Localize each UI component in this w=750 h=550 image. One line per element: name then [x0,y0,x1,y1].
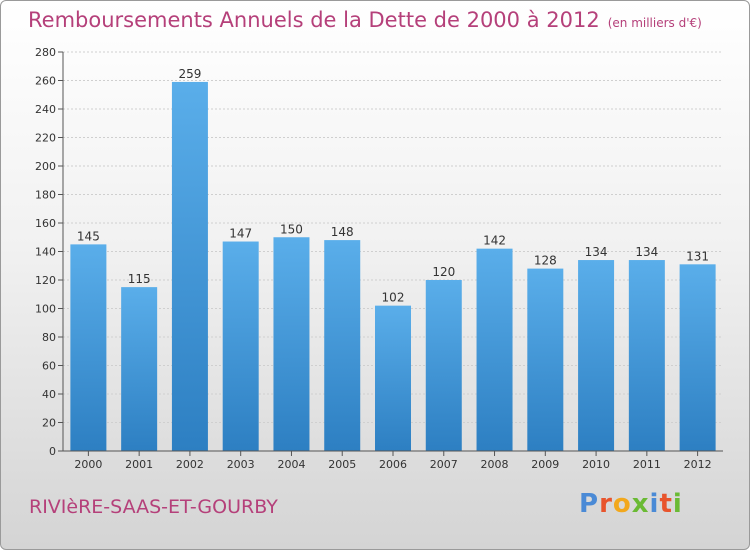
bar-2006 [375,305,411,451]
bar-2000 [70,244,107,451]
value-label-2010: 134 [585,245,608,259]
logo-letter: i [672,489,683,519]
x-tick-label-2000: 2000 [74,458,102,471]
x-tick-label-2012: 2012 [684,458,712,471]
bar-2011 [628,260,665,451]
value-label-2005: 148 [331,225,354,239]
x-tick-label-2001: 2001 [125,458,153,471]
value-label-2004: 150 [280,222,303,236]
y-tick-label: 200 [35,160,56,173]
y-tick-label: 280 [35,46,56,59]
logo-letter: P [579,489,600,519]
y-tick-label: 220 [35,132,56,145]
x-tick-label-2011: 2011 [633,458,661,471]
value-label-2009: 128 [534,254,557,268]
bar-2009 [527,268,564,451]
bar-2002 [171,81,208,452]
proxiti-logo: Proxiti [579,489,683,519]
y-tick-label: 260 [35,75,56,88]
x-tick-label-2004: 2004 [277,458,305,471]
value-label-2012: 131 [686,249,709,263]
y-tick-label: 0 [49,445,56,458]
y-tick-label: 240 [35,103,56,116]
x-tick-label-2010: 2010 [582,458,610,471]
y-tick-label: 100 [35,303,56,316]
bar-2003 [222,241,259,451]
bar-2012 [679,264,716,451]
value-label-2000: 145 [77,229,100,243]
chart-title-main: Remboursements Annuels de la Dette de 20… [28,8,600,32]
bar-2008 [476,248,513,451]
x-axis: 2000 2001 2002 2003 2004 2005 2006 2007 2008 2009… [63,450,723,471]
x-tick-label-2009: 2009 [531,458,559,471]
value-label-2008: 142 [483,234,506,248]
chart-title: Remboursements Annuels de la Dette de 20… [28,8,702,32]
value-label-2011: 134 [635,245,658,259]
y-tick-label: 180 [35,189,56,202]
logo-letter: r [599,489,613,519]
bar-2001 [121,287,158,451]
y-tick-label: 120 [35,274,56,287]
x-tick-label-2008: 2008 [481,458,509,471]
logo-letter: x [631,489,650,519]
chart-title-unit: (en milliers d'€) [607,16,702,30]
y-tick-label: 40 [42,388,56,401]
y-tick-label: 160 [35,217,56,230]
logo-letter: i [649,489,660,519]
logo-letter: o [612,489,632,519]
bars: 145 115 259 147 150 148 102 120 142 128 134 134 131 [70,67,716,452]
x-tick-label-2006: 2006 [379,458,407,471]
logo-letter: t [659,489,673,519]
x-tick-label-2003: 2003 [227,458,255,471]
value-label-2003: 147 [229,227,252,241]
value-label-2001: 115 [128,272,151,286]
y-tick-label: 60 [42,360,56,373]
bar-2010 [578,260,615,451]
y-tick-label: 20 [42,417,56,430]
x-tick-label-2002: 2002 [176,458,204,471]
y-tick-label: 140 [35,246,56,259]
bar-2007 [425,280,462,451]
bar-2005 [324,240,361,451]
y-tick-label: 80 [42,331,56,344]
x-tick-label-2007: 2007 [430,458,458,471]
commune-name: RIVIèRE-SAAS-ET-GOURBY [29,496,278,518]
value-label-2007: 120 [432,265,455,279]
value-label-2006: 102 [382,291,405,305]
x-tick-label-2005: 2005 [328,458,356,471]
y-axis: 0 20 40 60 80 100 120 140 160 180 200 220 240 260 280 [35,46,64,458]
value-label-2002: 259 [178,67,201,81]
bar-2004 [273,237,310,451]
